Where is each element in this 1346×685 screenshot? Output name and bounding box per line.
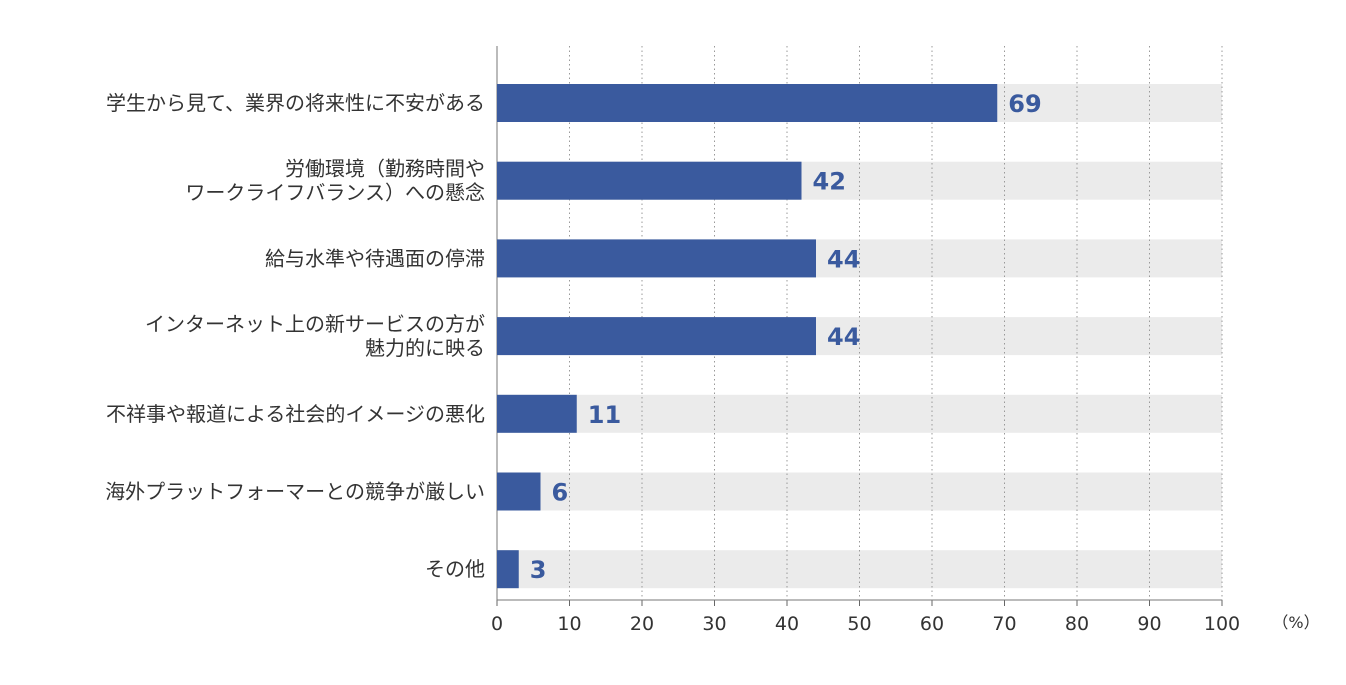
x-tick-label: 40 (775, 613, 799, 635)
bar (497, 239, 816, 278)
gridlines (496, 46, 1223, 606)
x-axis-unit: （%） (1272, 613, 1319, 632)
bar (497, 550, 519, 589)
category-labels: 学生から見て、業界の将来性に不安がある労働環境（勤務時間やワークライフバランス）… (105, 91, 485, 581)
x-tick-label: 100 (1204, 613, 1240, 635)
bar (497, 317, 816, 356)
category-label: 給与水準や待遇面の停滞 (265, 246, 485, 270)
category-label: ワークライフバランス）への懸念 (185, 181, 485, 205)
value-label: 3 (530, 556, 547, 584)
x-tick-label: 50 (847, 613, 871, 635)
x-tick-label: 10 (557, 613, 581, 635)
category-label: 海外プラットフォーマーとの競争が厳しい (105, 480, 485, 504)
category-label: インターネット上の新サービスの方が (145, 312, 485, 336)
x-tick-label: 30 (702, 613, 726, 635)
x-tick-label: 0 (491, 613, 503, 635)
bar (497, 472, 541, 511)
value-label: 6 (552, 479, 569, 507)
category-label: その他 (425, 557, 485, 581)
category-label: 魅力的に映る (365, 336, 485, 360)
bars (497, 84, 998, 589)
category-label: 学生から見て、業界の将来性に不安がある (106, 91, 485, 115)
category-label: 労働環境（勤務時間や (285, 157, 485, 181)
x-tick-label: 80 (1065, 613, 1089, 635)
x-tick-label: 70 (992, 613, 1016, 635)
x-tick-label: 90 (1137, 613, 1161, 635)
category-label: 不祥事や報道による社会的イメージの悪化 (106, 402, 485, 426)
bar (497, 394, 577, 433)
value-label: 42 (813, 168, 846, 196)
value-label: 44 (827, 323, 860, 351)
bar (497, 84, 998, 122)
x-tick-label: 20 (630, 613, 654, 635)
value-label: 44 (827, 245, 860, 273)
x-tick-label: 60 (920, 613, 944, 635)
bar-track (497, 394, 1222, 433)
bar (497, 161, 802, 200)
value-label: 69 (1008, 90, 1041, 118)
value-label: 11 (588, 401, 621, 429)
x-tick-labels: 0 10 20 30 40 50 60 70 80 90 100 (491, 613, 1240, 635)
value-labels: 69 42 44 44 11 6 3 (530, 90, 1042, 584)
